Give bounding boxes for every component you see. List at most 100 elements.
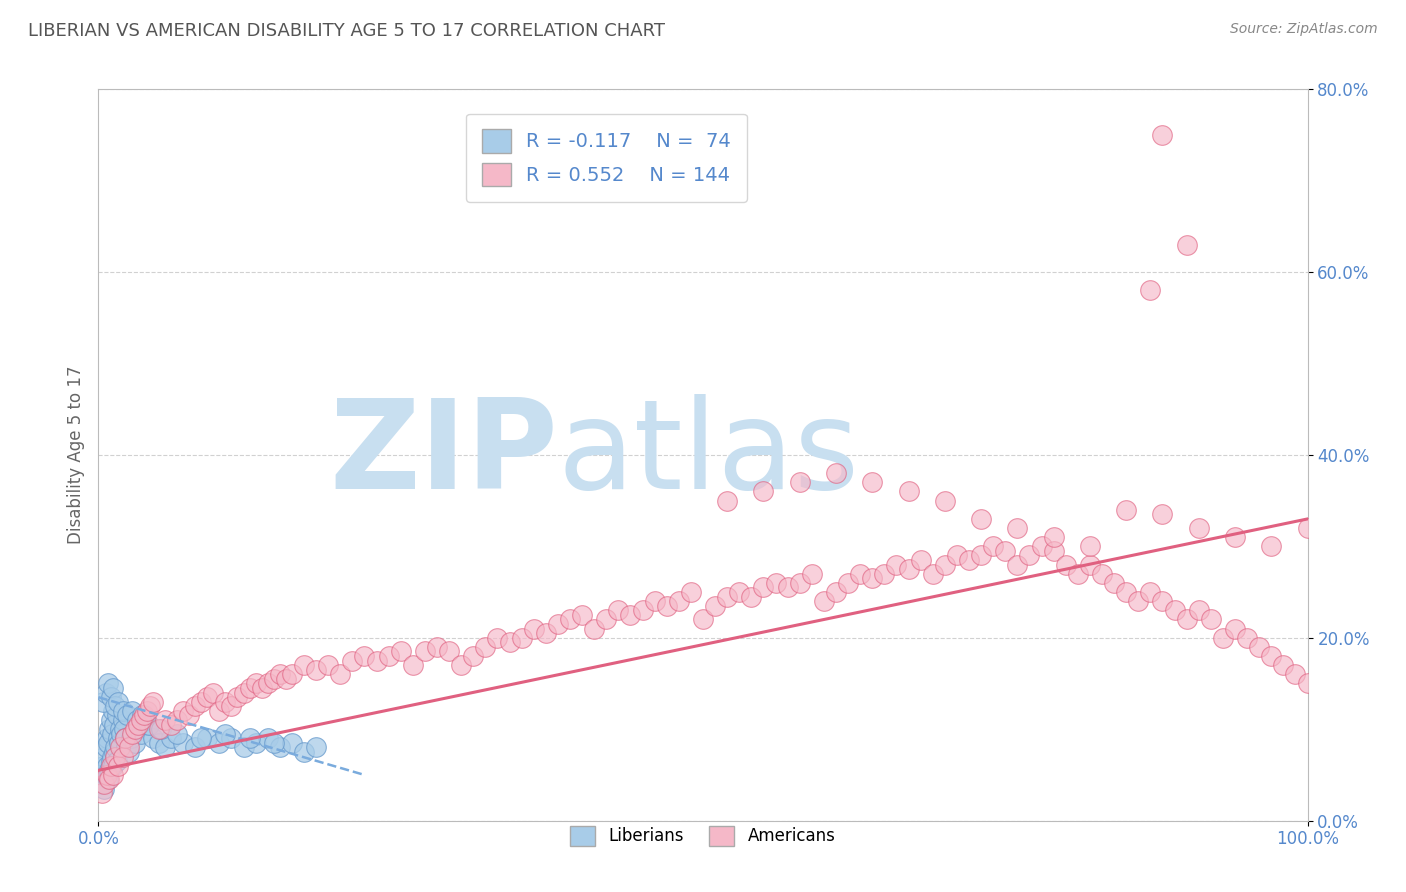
Point [860,475,883,490]
Point [101,768,124,782]
Point [655,599,678,613]
Point [644,594,666,608]
Point [232,686,254,700]
Point [108,723,131,737]
Point [1115,585,1137,599]
Point [114,731,136,746]
Point [740,590,762,604]
Point [800,566,823,581]
Point [100,690,122,705]
Point [166,727,188,741]
Point [108,740,131,755]
Point [104,699,127,714]
Point [1007,558,1029,572]
Point [1139,585,1161,599]
Point [226,690,249,705]
Point [90,768,112,782]
Point [970,512,993,526]
Point [463,649,485,664]
Point [776,581,799,595]
Point [221,731,243,746]
Point [426,640,449,654]
Point [342,654,364,668]
Point [104,740,127,755]
Point [281,667,304,681]
Point [166,713,188,727]
Point [121,704,143,718]
Point [957,553,980,567]
Point [498,635,520,649]
Point [1152,508,1174,522]
Point [583,622,606,636]
Point [1284,667,1306,681]
Point [765,576,787,591]
Point [100,754,122,768]
Point [263,672,285,686]
Point [619,607,641,622]
Point [523,622,546,636]
Point [921,566,943,581]
Point [256,731,278,746]
Point [571,607,593,622]
Point [172,736,194,750]
Point [160,731,183,746]
Point [134,708,156,723]
Point [101,704,124,718]
Point [97,676,120,690]
Point [474,640,496,654]
Point [101,758,124,772]
Text: ZIP: ZIP [329,394,558,516]
Point [789,475,811,490]
Point [1152,128,1174,142]
Point [148,736,170,750]
Point [849,566,872,581]
Point [413,644,436,658]
Point [269,667,291,681]
Point [789,576,811,591]
Point [245,736,267,750]
Point [1042,544,1064,558]
Point [107,758,129,772]
Point [897,484,920,499]
Point [135,704,157,718]
Point [221,699,243,714]
Point [148,723,170,737]
Point [127,717,149,731]
Point [195,690,218,705]
Point [93,781,115,796]
Text: atlas: atlas [558,394,860,516]
Point [124,723,146,737]
Y-axis label: Disability Age 5 to 17: Disability Age 5 to 17 [66,366,84,544]
Point [873,566,896,581]
Point [118,745,141,759]
Point [981,539,1004,553]
Point [825,585,848,599]
Point [142,695,165,709]
Point [316,658,339,673]
Point [115,740,138,755]
Point [1260,539,1282,553]
Point [111,749,134,764]
Point [118,740,141,755]
Point [1018,549,1040,563]
Point [269,740,291,755]
Point [129,713,152,727]
Point [1115,503,1137,517]
Point [1078,539,1101,553]
Point [263,736,285,750]
Point [114,731,136,746]
Point [105,708,128,723]
Point [103,745,125,759]
Point [110,727,132,741]
Text: LIBERIAN VS AMERICAN DISABILITY AGE 5 TO 17 CORRELATION CHART: LIBERIAN VS AMERICAN DISABILITY AGE 5 TO… [28,22,665,40]
Point [138,717,160,731]
Point [100,758,122,772]
Point [1054,558,1077,572]
Point [108,736,131,750]
Point [1091,566,1114,581]
Point [179,708,201,723]
Point [94,740,117,755]
Point [111,713,134,727]
Point [558,613,581,627]
Point [1007,521,1029,535]
